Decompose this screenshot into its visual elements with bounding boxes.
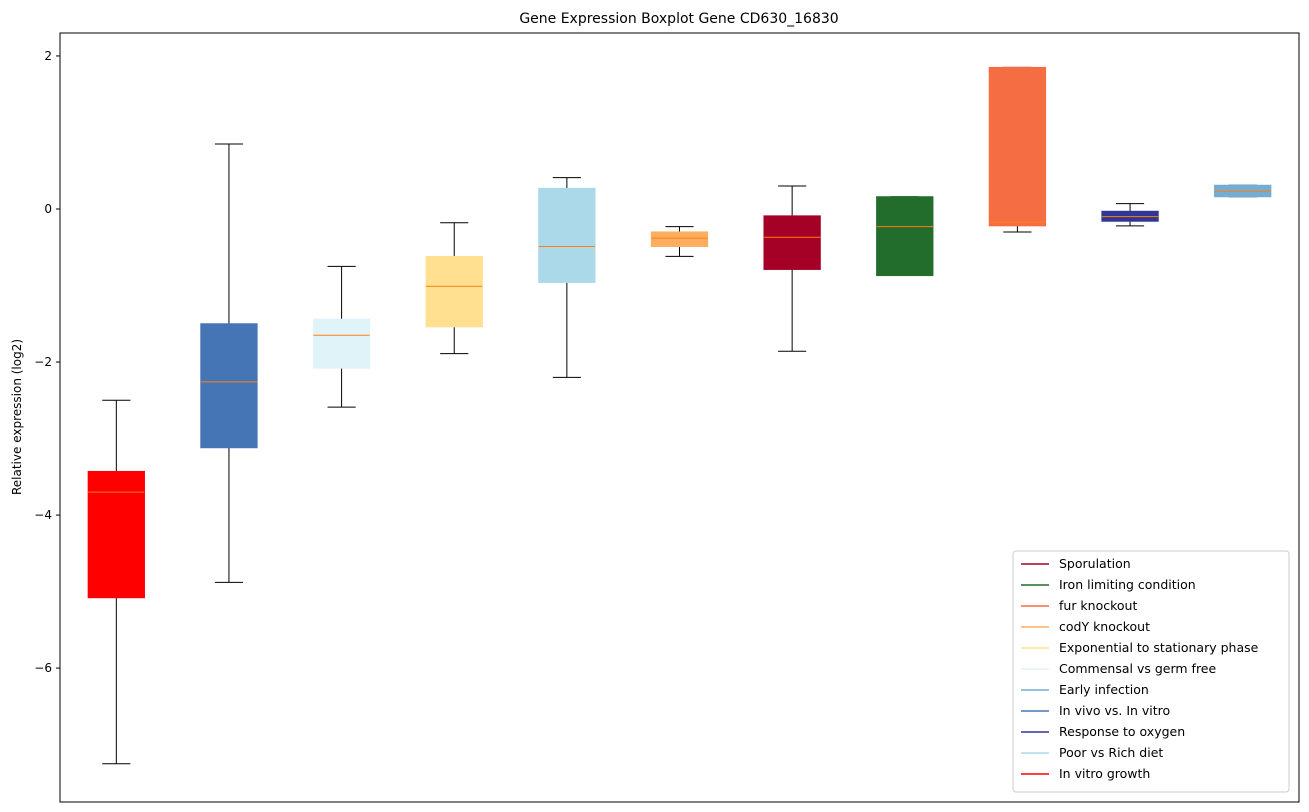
box-response-to-oxygen — [1101, 203, 1159, 227]
legend-label: Poor vs Rich diet — [1059, 745, 1163, 760]
legend-item: Early infection — [1021, 682, 1149, 697]
legend-item: In vivo vs. In vitro — [1021, 703, 1170, 718]
box-iqr — [876, 196, 934, 277]
legend-label: Iron limiting condition — [1059, 577, 1196, 592]
box-commensal-vs-germ-free — [312, 265, 371, 408]
legend-item: Poor vs Rich diet — [1021, 745, 1163, 760]
legend-label: fur knockout — [1059, 598, 1137, 613]
y-tick-label: 0 — [44, 202, 52, 216]
y-tick-label: 2 — [44, 49, 52, 63]
y-tick-label: −4 — [34, 508, 52, 522]
box-early-infection — [1214, 184, 1272, 198]
legend-label: codY knockout — [1059, 619, 1150, 634]
legend-label: In vitro growth — [1059, 766, 1150, 781]
box-iron-limiting-condition — [876, 196, 934, 277]
legend-label: Sporulation — [1059, 556, 1131, 571]
box-fur-knockout — [988, 66, 1047, 233]
legend-label: In vivo vs. In vitro — [1059, 703, 1170, 718]
legend-label: Exponential to stationary phase — [1059, 640, 1259, 655]
legend-item: In vitro growth — [1021, 766, 1150, 781]
legend-label: Response to oxygen — [1059, 724, 1185, 739]
legend-item: Commensal vs germ free — [1021, 661, 1216, 676]
plot-frame — [59, 32, 1300, 803]
legend-item: codY knockout — [1021, 619, 1150, 634]
y-tick-label: −2 — [34, 355, 52, 369]
legend-frame — [1012, 550, 1290, 793]
box-sporulation — [763, 185, 821, 352]
y-tick-label: −6 — [34, 661, 52, 675]
box-iqr — [87, 470, 145, 599]
box-iqr — [538, 187, 596, 283]
chart-title: Gene Expression Boxplot Gene CD630_16830 — [519, 11, 838, 27]
box-iqr — [988, 66, 1047, 227]
legend-item: fur knockout — [1021, 598, 1137, 613]
box-iqr — [312, 318, 371, 369]
legend: Sporulation Iron limiting condition fur kn… — [1012, 550, 1290, 793]
box-poor-vs-rich-diet — [538, 177, 596, 378]
box-in-vitro-growth — [87, 399, 145, 765]
legend-item: Response to oxygen — [1021, 724, 1185, 739]
y-axis-label: Relative expression (log2) — [10, 339, 24, 495]
box-in-vivo-vs-in-vitro — [200, 143, 258, 583]
legend-label: Commensal vs germ free — [1059, 661, 1216, 676]
plot-area: 2 0 −2 −4 −6 — [34, 49, 1272, 765]
legend-item: Exponential to stationary phase — [1021, 640, 1259, 655]
box-iqr — [650, 231, 709, 247]
legend-label: Early infection — [1059, 682, 1149, 697]
box-iqr — [425, 255, 483, 328]
box-exponential-to-stationary-phase — [425, 222, 483, 355]
box-iqr — [200, 323, 258, 449]
box-cody-knockout — [650, 226, 709, 257]
legend-item: Iron limiting condition — [1021, 577, 1196, 592]
box-iqr — [763, 215, 821, 270]
legend-item: Sporulation — [1021, 556, 1131, 571]
